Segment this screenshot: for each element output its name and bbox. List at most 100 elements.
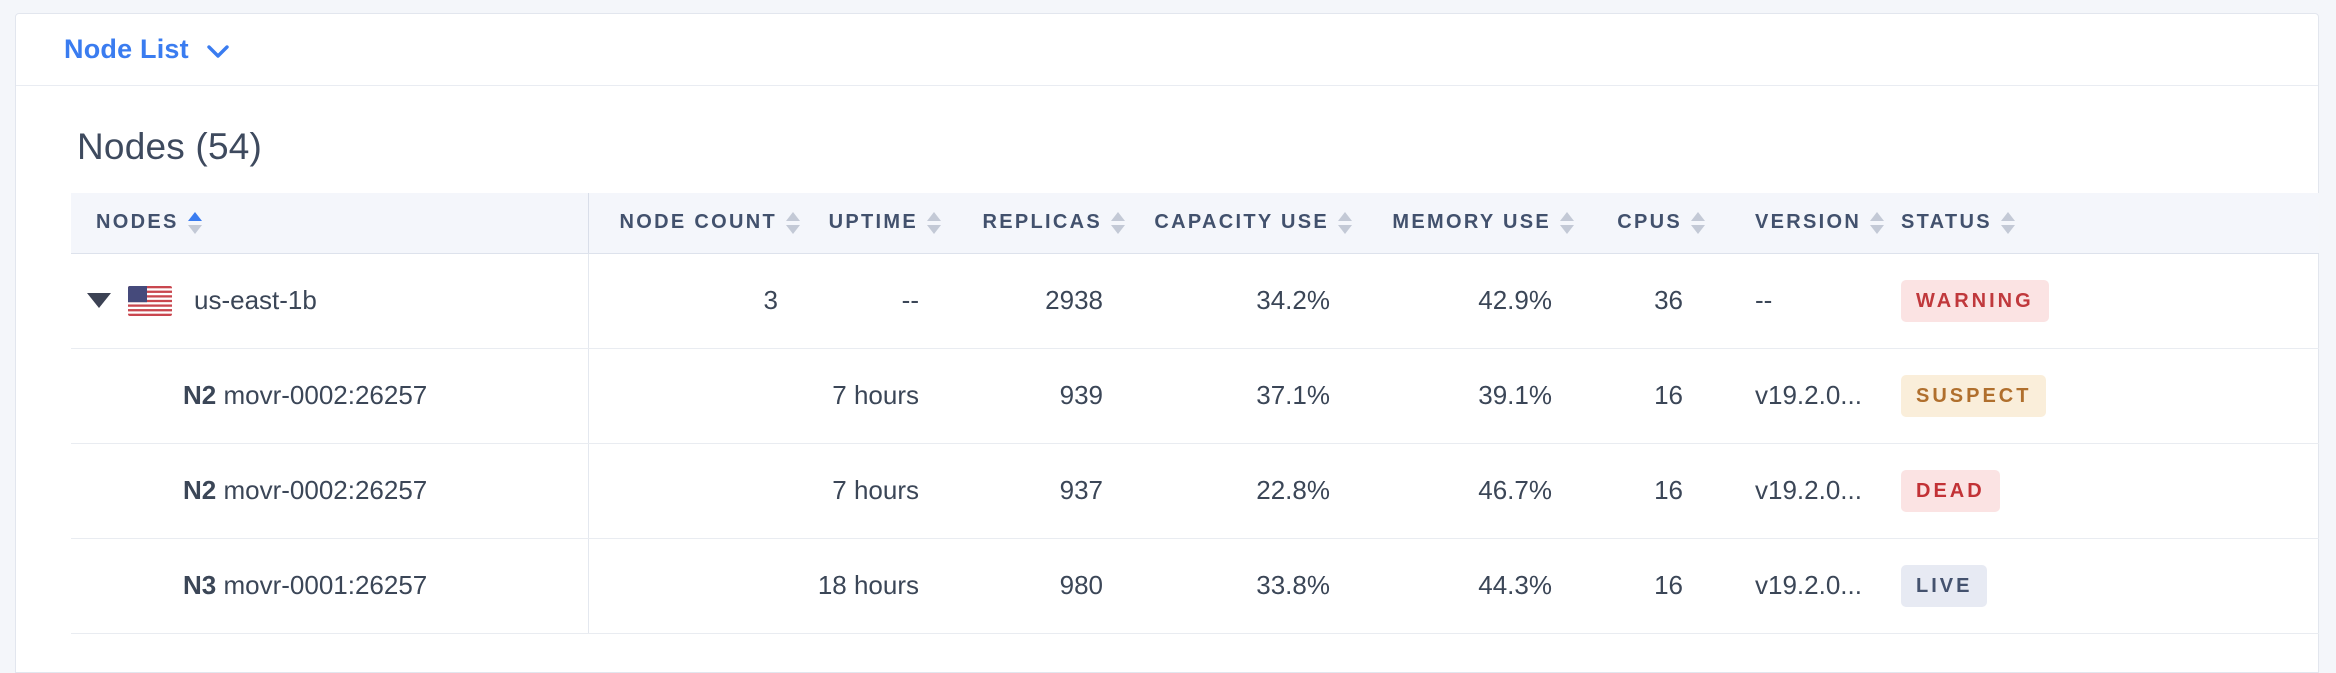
cell-status: SUSPECT bbox=[1863, 348, 2319, 444]
sort-icon[interactable] bbox=[1111, 211, 1125, 234]
column-header-node_count[interactable]: NODE COUNT bbox=[588, 193, 808, 254]
cell-capacity_use: 22.8% bbox=[1133, 443, 1360, 539]
cell-name: us-east-1b bbox=[71, 253, 589, 349]
status-badge: DEAD bbox=[1901, 469, 2000, 512]
nodes-name-cell: N3 movr-0001:26257 bbox=[71, 570, 588, 601]
column-header-status[interactable]: STATUS bbox=[1863, 193, 2319, 254]
cell-memory_use: 44.3% bbox=[1360, 538, 1582, 634]
sort-desc-arrow bbox=[786, 224, 800, 234]
us-flag-icon bbox=[128, 285, 172, 316]
cell-status: DEAD bbox=[1863, 443, 2319, 539]
node-row: N3 movr-0001:26257 18 hours 980 33.8% 44.3% 1… bbox=[71, 538, 2319, 634]
cell-node_count: 3 bbox=[588, 253, 808, 349]
node-list-dropdown[interactable]: Node List bbox=[64, 34, 229, 65]
column-header-replicas[interactable]: REPLICAS bbox=[949, 193, 1133, 254]
column-header-cpus[interactable]: CPUS bbox=[1582, 193, 1713, 254]
region-name: us-east-1b bbox=[194, 285, 317, 315]
cell-cpus: 36 bbox=[1582, 253, 1713, 349]
status-badge: WARNING bbox=[1901, 279, 2049, 322]
region-row: us-east-1b 3 -- 2938 34.2% 42.9% 36 -- WARNING bbox=[71, 253, 2319, 349]
node-name: N2 movr-0002:26257 bbox=[183, 475, 428, 505]
cell-memory_use: 39.1% bbox=[1360, 348, 1582, 444]
sort-icon[interactable] bbox=[1691, 211, 1705, 234]
column-header-version[interactable]: VERSION bbox=[1713, 193, 1885, 254]
status-badge: SUSPECT bbox=[1901, 374, 2047, 417]
sort-icon[interactable] bbox=[2000, 211, 2015, 234]
status-badge: LIVE bbox=[1901, 564, 1988, 607]
nodes-table-wrap: NODES NODE COUNT UPTIME REPLICAS CAPACITY US… bbox=[71, 193, 2319, 634]
sort-icon[interactable] bbox=[1560, 211, 1574, 234]
cell-memory_use: 46.7% bbox=[1360, 443, 1582, 539]
cell-node_count bbox=[588, 348, 808, 444]
cell-version: v19.2.0... bbox=[1713, 348, 1863, 444]
column-header-memory_use[interactable]: MEMORY USE bbox=[1360, 193, 1582, 254]
node-name: N2 movr-0002:26257 bbox=[183, 380, 428, 410]
column-header-label: UPTIME bbox=[828, 211, 918, 234]
cell-replicas: 937 bbox=[949, 443, 1133, 539]
sort-asc-arrow bbox=[1870, 211, 1885, 221]
sort-asc-arrow bbox=[1338, 211, 1352, 221]
cell-replicas: 980 bbox=[949, 538, 1133, 634]
node-row: N2 movr-0002:26257 7 hours 939 37.1% 39.1% 16… bbox=[71, 348, 2319, 444]
nodes-name-cell: N2 movr-0002:26257 bbox=[71, 475, 588, 506]
cell-name: N2 movr-0002:26257 bbox=[71, 348, 589, 444]
collapse-caret-icon[interactable] bbox=[87, 293, 111, 308]
cell-capacity_use: 37.1% bbox=[1133, 348, 1360, 444]
column-header-label: STATUS bbox=[1901, 211, 1992, 234]
sort-asc-arrow bbox=[927, 211, 941, 221]
node-list-dropdown-label: Node List bbox=[64, 34, 189, 64]
sort-icon[interactable] bbox=[927, 211, 941, 234]
cell-cpus: 16 bbox=[1582, 348, 1713, 444]
cell-uptime: 7 hours bbox=[808, 348, 949, 444]
sort-icon[interactable] bbox=[187, 211, 202, 234]
cell-replicas: 2938 bbox=[949, 253, 1133, 349]
sort-asc-arrow bbox=[187, 211, 202, 221]
column-header-label: REPLICAS bbox=[982, 211, 1102, 234]
sort-desc-arrow bbox=[2000, 224, 2015, 234]
sort-asc-arrow bbox=[1560, 211, 1574, 221]
column-header-capacity_use[interactable]: CAPACITY USE bbox=[1133, 193, 1360, 254]
column-header-uptime[interactable]: UPTIME bbox=[808, 193, 949, 254]
cell-node_count bbox=[588, 538, 808, 634]
cell-name: N3 movr-0001:26257 bbox=[71, 538, 589, 634]
sort-asc-arrow bbox=[1691, 211, 1705, 221]
node-id: N2 bbox=[183, 475, 217, 505]
node-id: N2 bbox=[183, 380, 217, 410]
page-title: Nodes (54) bbox=[77, 126, 263, 167]
sort-asc-arrow bbox=[2000, 211, 2015, 221]
table-header-row: NODES NODE COUNT UPTIME REPLICAS CAPACITY US… bbox=[71, 193, 2319, 254]
sort-asc-arrow bbox=[1111, 211, 1125, 221]
column-header-label: NODES bbox=[96, 211, 179, 234]
column-header-name[interactable]: NODES bbox=[71, 193, 589, 254]
column-header-label: MEMORY USE bbox=[1392, 211, 1551, 234]
sort-desc-arrow bbox=[927, 224, 941, 234]
column-header-label: NODE COUNT bbox=[619, 211, 777, 234]
nodes-name-cell: N2 movr-0002:26257 bbox=[71, 380, 588, 411]
sort-desc-arrow bbox=[1338, 224, 1352, 234]
cell-memory_use: 42.9% bbox=[1360, 253, 1582, 349]
cell-replicas: 939 bbox=[949, 348, 1133, 444]
nodes-name-cell: us-east-1b bbox=[71, 285, 588, 316]
node-row: N2 movr-0002:26257 7 hours 937 22.8% 46.7% 16… bbox=[71, 443, 2319, 539]
cell-version: v19.2.0... bbox=[1713, 443, 1863, 539]
sort-icon[interactable] bbox=[1338, 211, 1352, 234]
cell-uptime: -- bbox=[808, 253, 949, 349]
cell-status: WARNING bbox=[1863, 253, 2319, 349]
cell-name: N2 movr-0002:26257 bbox=[71, 443, 589, 539]
chevron-down-icon bbox=[207, 44, 229, 58]
cell-capacity_use: 33.8% bbox=[1133, 538, 1360, 634]
cell-version: v19.2.0... bbox=[1713, 538, 1863, 634]
cell-uptime: 18 hours bbox=[808, 538, 949, 634]
node-name: N3 movr-0001:26257 bbox=[183, 570, 428, 600]
sort-desc-arrow bbox=[1111, 224, 1125, 234]
cell-version: -- bbox=[1713, 253, 1863, 349]
topbar: Node List bbox=[16, 14, 2318, 86]
column-header-label: VERSION bbox=[1755, 211, 1862, 234]
cell-cpus: 16 bbox=[1582, 538, 1713, 634]
cell-cpus: 16 bbox=[1582, 443, 1713, 539]
sort-desc-arrow bbox=[187, 224, 202, 234]
sort-icon[interactable] bbox=[786, 211, 800, 234]
sort-icon[interactable] bbox=[1870, 211, 1885, 234]
cell-uptime: 7 hours bbox=[808, 443, 949, 539]
cell-status: LIVE bbox=[1863, 538, 2319, 634]
